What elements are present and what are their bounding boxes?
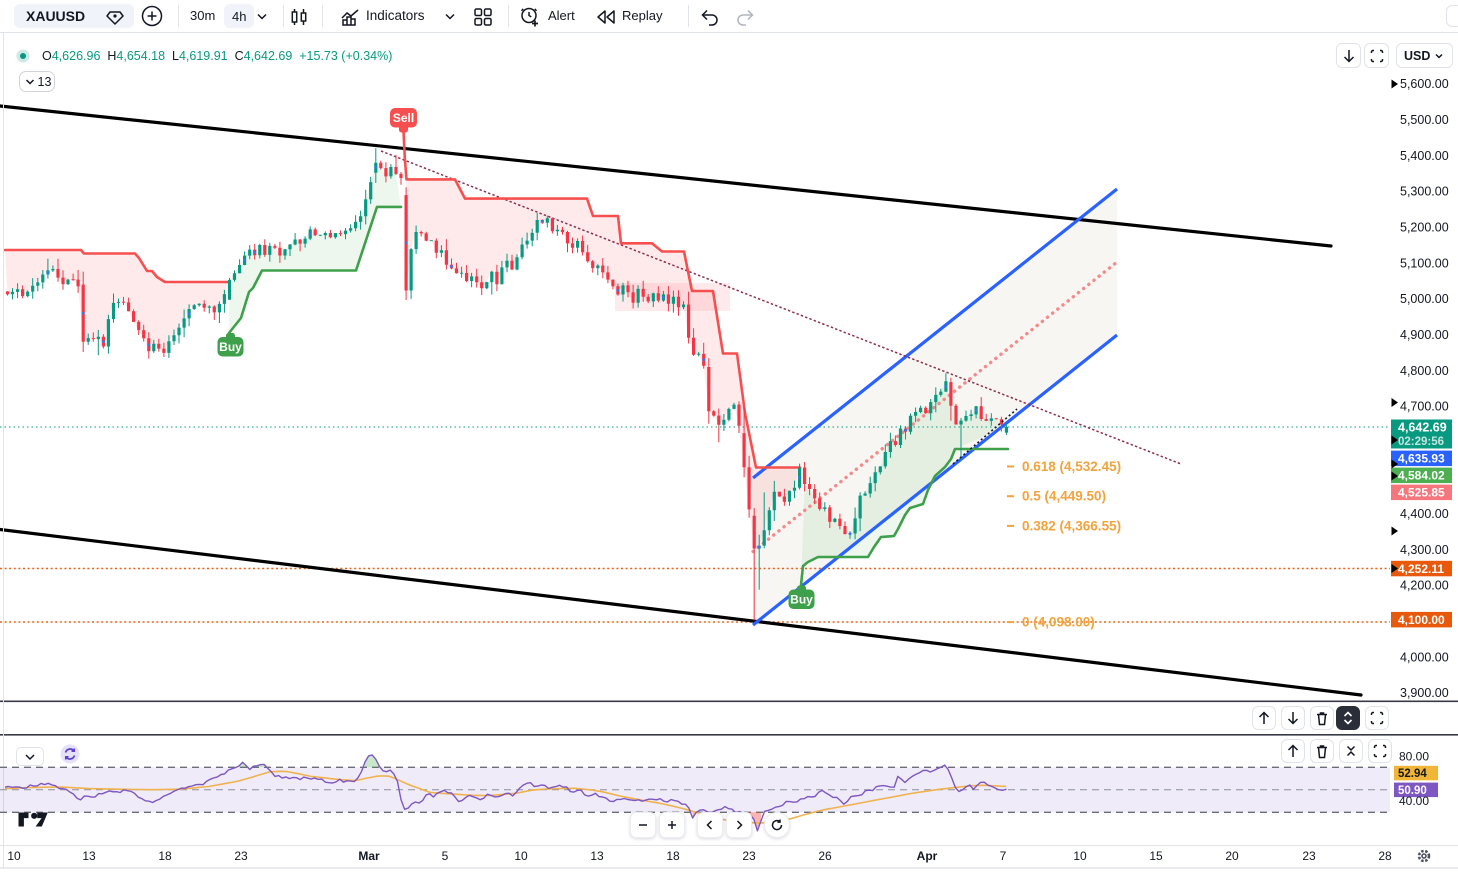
svg-text:4,000.00: 4,000.00	[1400, 650, 1449, 664]
svg-text:02:29:56: 02:29:56	[1398, 436, 1444, 448]
svg-text:10: 10	[1073, 849, 1087, 863]
svg-text:0 (4,098.00): 0 (4,098.00)	[1022, 615, 1095, 630]
svg-text:5,300.00: 5,300.00	[1400, 185, 1449, 199]
svg-text:Buy: Buy	[219, 340, 242, 354]
svg-text:7: 7	[1000, 849, 1007, 863]
svg-text:0.618 (4,532.45): 0.618 (4,532.45)	[1022, 459, 1121, 474]
svg-text:0.5 (4,449.50): 0.5 (4,449.50)	[1022, 489, 1106, 504]
svg-text:4,252.11: 4,252.11	[1398, 562, 1444, 576]
svg-text:5,000.00: 5,000.00	[1400, 292, 1449, 306]
svg-text:23: 23	[234, 849, 248, 863]
svg-text:Buy: Buy	[790, 593, 813, 607]
svg-text:4,642.69: 4,642.69	[1398, 421, 1447, 435]
svg-text:Mar: Mar	[358, 849, 380, 863]
svg-text:5,400.00: 5,400.00	[1400, 149, 1449, 163]
svg-text:Sell: Sell	[393, 111, 414, 125]
svg-text:4,700.00: 4,700.00	[1400, 400, 1449, 414]
svg-text:20: 20	[1225, 849, 1239, 863]
svg-text:4,400.00: 4,400.00	[1400, 507, 1449, 521]
svg-text:0.382 (4,366.55): 0.382 (4,366.55)	[1022, 518, 1121, 533]
svg-text:15: 15	[1149, 849, 1163, 863]
svg-text:4,800.00: 4,800.00	[1400, 364, 1449, 378]
svg-text:80.00: 80.00	[1399, 750, 1429, 764]
svg-text:23: 23	[742, 849, 756, 863]
svg-text:13: 13	[590, 849, 604, 863]
svg-text:18: 18	[158, 849, 172, 863]
svg-text:5,200.00: 5,200.00	[1400, 221, 1449, 235]
svg-text:4,100.00: 4,100.00	[1398, 613, 1445, 627]
svg-text:50.90: 50.90	[1398, 785, 1427, 797]
svg-text:5,100.00: 5,100.00	[1400, 256, 1449, 270]
svg-text:4,300.00: 4,300.00	[1400, 543, 1449, 557]
svg-text:10: 10	[7, 849, 21, 863]
svg-text:10: 10	[514, 849, 528, 863]
svg-text:40.00: 40.00	[1399, 794, 1429, 808]
svg-text:26: 26	[818, 849, 832, 863]
svg-text:5: 5	[442, 849, 449, 863]
svg-text:5,500.00: 5,500.00	[1400, 113, 1449, 127]
svg-text:4,200.00: 4,200.00	[1400, 579, 1449, 593]
svg-text:4,900.00: 4,900.00	[1400, 328, 1449, 342]
svg-text:3,900.00: 3,900.00	[1400, 686, 1449, 700]
svg-text:13: 13	[82, 849, 96, 863]
svg-text:Apr: Apr	[917, 849, 938, 863]
svg-text:5,600.00: 5,600.00	[1400, 77, 1449, 91]
svg-text:23: 23	[1302, 849, 1316, 863]
svg-text:4,584.02: 4,584.02	[1398, 469, 1445, 483]
svg-text:4,635.93: 4,635.93	[1398, 452, 1445, 466]
svg-text:18: 18	[666, 849, 680, 863]
svg-text:52.94: 52.94	[1398, 768, 1427, 780]
svg-text:4,525.85: 4,525.85	[1398, 486, 1445, 500]
svg-text:28: 28	[1378, 849, 1392, 863]
